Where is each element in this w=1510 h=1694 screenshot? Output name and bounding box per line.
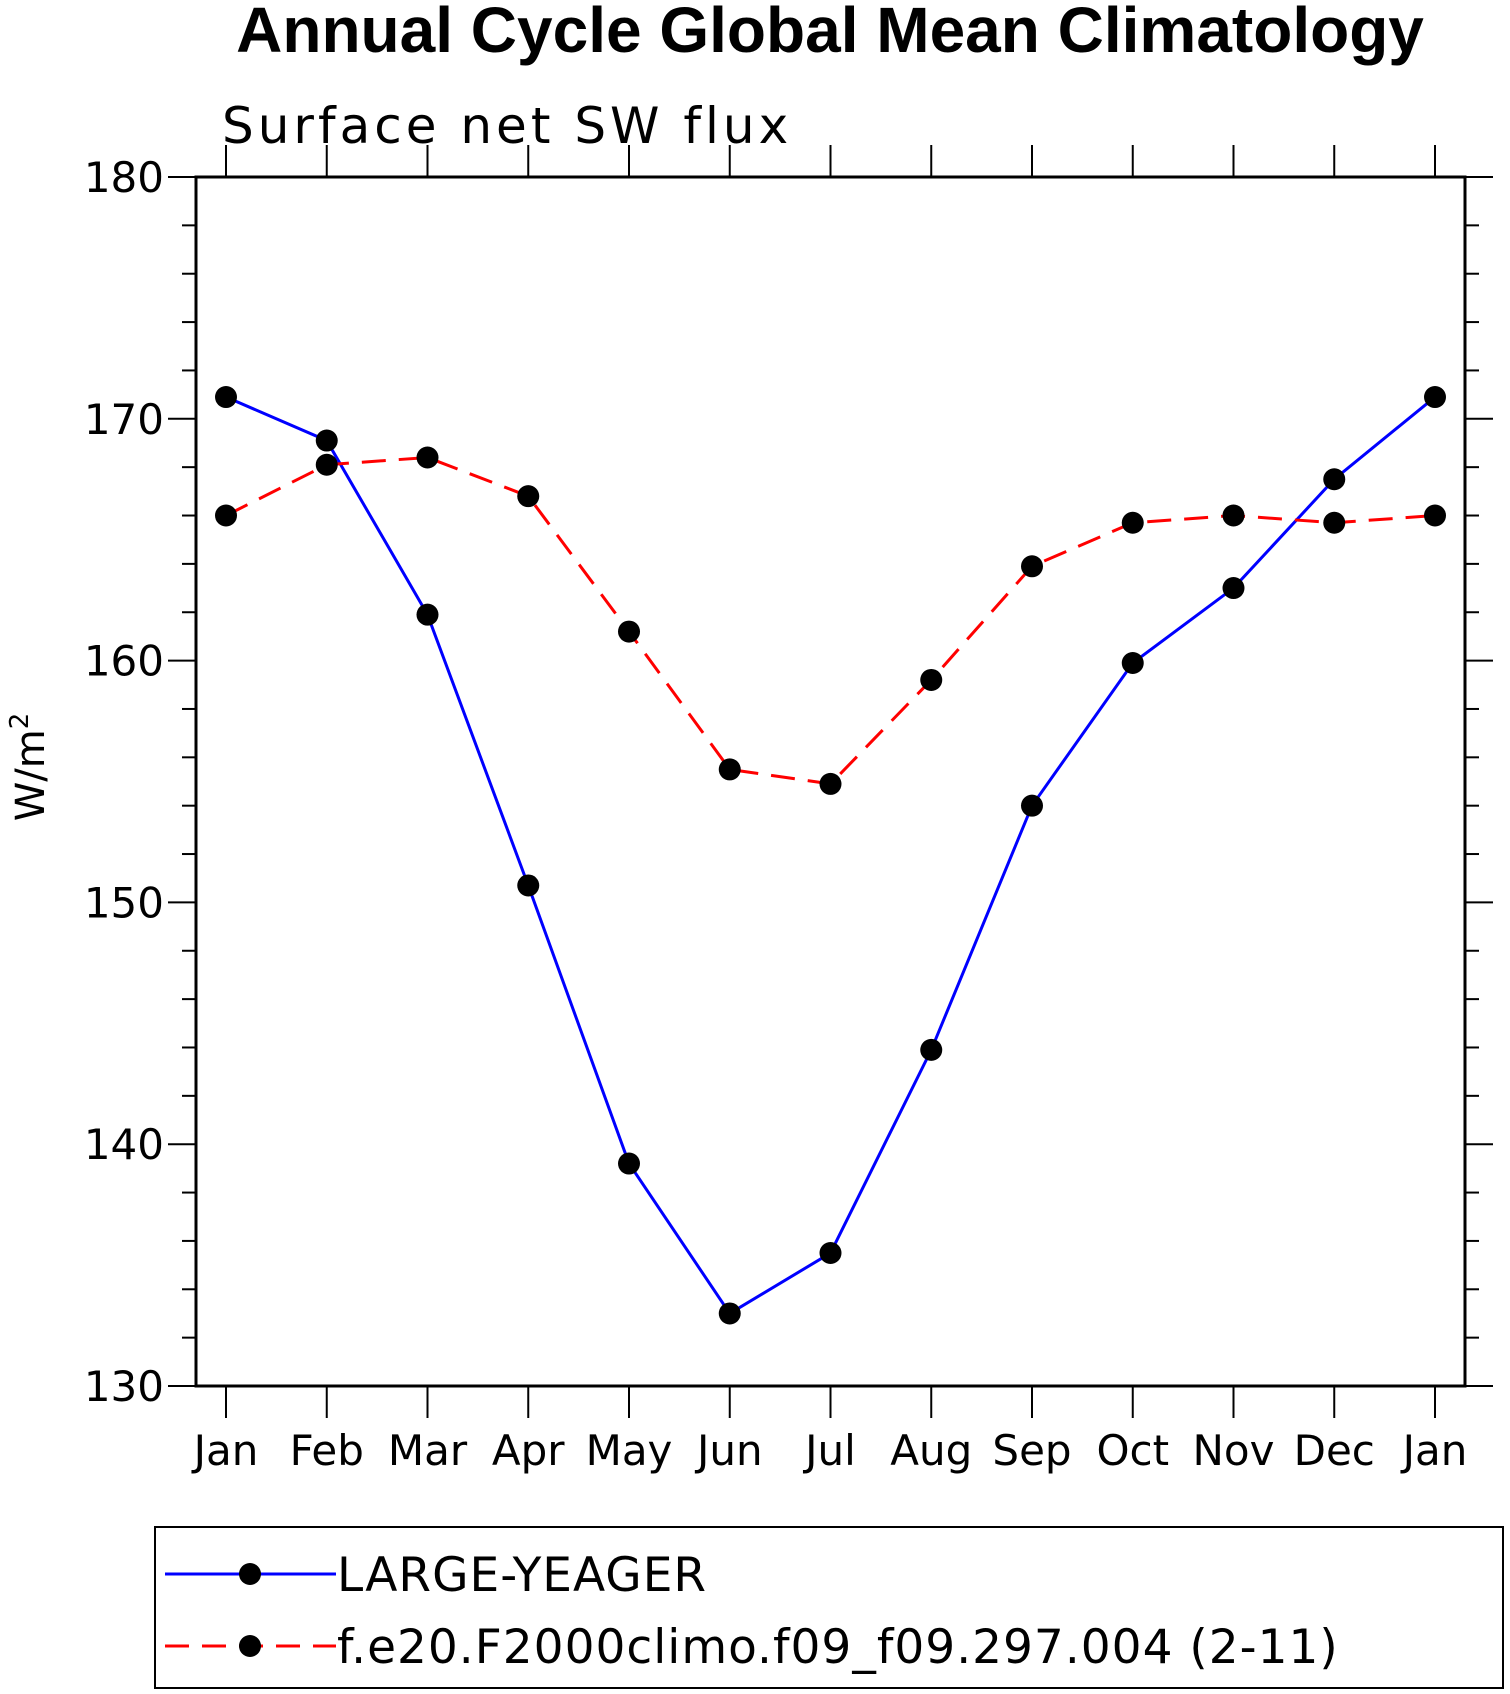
x-tick-label: Jan: [1400, 1426, 1468, 1475]
series-1-point: [618, 1152, 640, 1175]
legend-marker-2: [239, 1635, 261, 1657]
series-1-point: [1021, 794, 1043, 817]
series-2-point: [819, 772, 842, 795]
x-tick-label: Jan: [191, 1426, 259, 1475]
series-2-point: [1021, 555, 1043, 578]
series-1-point: [315, 429, 338, 452]
x-tick-label: Mar: [388, 1426, 468, 1475]
y-tick-label: 180: [84, 153, 164, 202]
series-2-point: [517, 485, 540, 508]
series-line-1: [225, 395, 1436, 1316]
series-2-point: [416, 446, 439, 469]
chart-subtitle: Surface net SW flux: [222, 97, 792, 155]
series-1-point: [920, 1038, 943, 1061]
x-tick-label: Feb: [290, 1426, 364, 1475]
x-tick-label: Apr: [492, 1426, 565, 1475]
y-tick-label: 160: [84, 637, 164, 686]
series-2-point: [920, 668, 943, 691]
chart-title: Annual Cycle Global Mean Climatology: [236, 0, 1424, 66]
legend-label-1: LARGE-YEAGER: [337, 1548, 707, 1603]
series-1-point: [517, 874, 540, 897]
legend-box: [154, 1526, 1504, 1689]
series-2-point: [618, 620, 640, 643]
series-1-point: [819, 1242, 842, 1265]
series-1-point: [215, 386, 237, 409]
y-axis-label-base: W/m: [8, 729, 54, 821]
x-tick-label: Oct: [1096, 1426, 1169, 1475]
y-tick-label: 140: [84, 1120, 164, 1169]
series-line-2: [225, 455, 1436, 786]
series-1-point: [1222, 577, 1245, 600]
series-1-point: [416, 603, 439, 626]
series-2-point: [315, 453, 338, 476]
plot-axes: 130 140 150 160 170 180 Jan Feb Mar Apr May Jun Jul A…: [84, 145, 1493, 1475]
series-2-point: [1323, 511, 1346, 534]
legend-marker-1: [239, 1563, 261, 1585]
series-2-point: [215, 504, 237, 527]
legend-label-2: f.e20.F2000climo.f09_f09.297.004 (2-11): [337, 1620, 1339, 1675]
series-2-point: [1424, 504, 1446, 527]
y-tick-label: 150: [84, 878, 164, 927]
legend: LARGE-YEAGER f.e20.F2000climo.f09_f09.297…: [154, 1526, 1504, 1689]
x-tick-label: Dec: [1294, 1426, 1375, 1475]
x-tick-label: Sep: [992, 1426, 1071, 1475]
series-2-point: [718, 758, 741, 781]
series-1-point: [1323, 468, 1346, 491]
series-1-point: [718, 1302, 741, 1325]
x-tick-label: Jun: [694, 1426, 763, 1475]
series-2-point: [1222, 504, 1245, 527]
y-tick-label: 130: [84, 1362, 164, 1411]
y-axis-label: W/m2: [5, 713, 54, 822]
series-2-point: [1121, 511, 1144, 534]
series-layer: [215, 386, 1446, 1325]
x-tick-label: Nov: [1193, 1426, 1275, 1475]
y-tick-label: 170: [84, 395, 164, 444]
series-1-point: [1424, 386, 1446, 409]
x-tick-label: Jul: [802, 1426, 856, 1475]
y-axis-label-superscript: 2: [5, 713, 35, 730]
x-tick-label: Aug: [890, 1426, 972, 1475]
series-1-point: [1121, 652, 1144, 675]
x-tick-label: May: [586, 1426, 673, 1475]
